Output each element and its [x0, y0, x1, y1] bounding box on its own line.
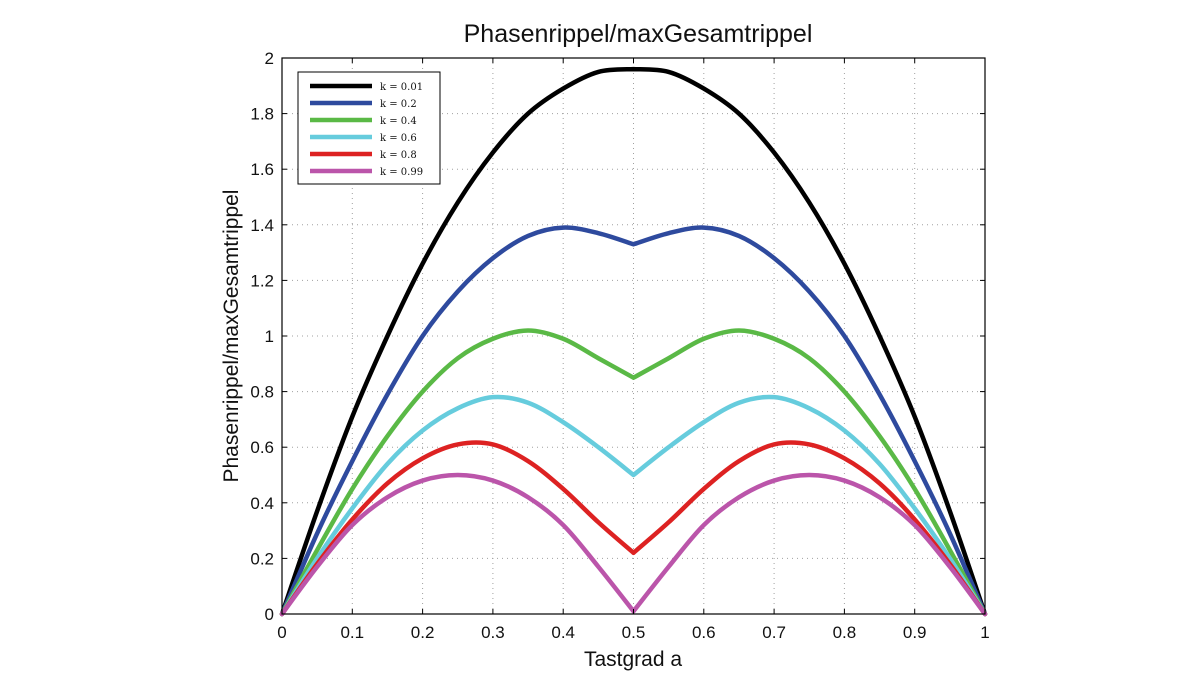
legend-label-2: k = 0.4	[380, 116, 417, 127]
series-group	[279, 66, 988, 617]
legend-box	[297, 71, 441, 185]
legend-label-4: k = 0.8	[380, 150, 417, 161]
x-tick-label: 0	[277, 623, 286, 642]
legend-label-3: k = 0.6	[380, 133, 417, 144]
y-tick-label: 2	[265, 49, 274, 68]
grid	[282, 58, 985, 614]
legend-label-1: k = 0.2	[380, 99, 417, 110]
x-axis-label: Tastgrad a	[584, 648, 682, 671]
y-tick-label: 1	[265, 327, 274, 346]
y-tick-label: 0	[265, 605, 274, 624]
y-tick-label: 0.2	[250, 549, 274, 568]
y-tick-label: 0.6	[250, 438, 274, 457]
x-tick-label: 0.2	[411, 623, 435, 642]
x-tick-label: 1	[980, 623, 989, 642]
x-tick-label: 0.7	[762, 623, 786, 642]
y-tick-label: 1.8	[250, 105, 274, 124]
x-tick-label: 0.8	[833, 623, 857, 642]
series-line-2	[279, 328, 988, 617]
x-tick-label: 0.3	[481, 623, 505, 642]
x-tick-label: 0.6	[692, 623, 716, 642]
x-axis: 0 0.1 0.2 0.3 0.4 0.5 0.6 0.7 0.8 0.9 1	[277, 58, 990, 642]
legend: k = 0.01 k = 0.2 k = 0.4 k = 0.6 k = 0.8 k = …	[297, 71, 441, 185]
chart-title: Phasenrippel/maxGesamtrippel	[464, 20, 813, 48]
y-axis-label: Phasenrippel/maxGesamtrippel	[220, 190, 243, 483]
x-tick-label: 0.5	[622, 623, 646, 642]
x-tick-label: 0.9	[903, 623, 927, 642]
y-tick-label: 0.4	[250, 494, 274, 513]
series-line-0	[279, 66, 988, 617]
y-tick-label: 1.6	[250, 160, 274, 179]
x-tick-label: 0.4	[551, 623, 575, 642]
y-axis: 0 0.2 0.4 0.6 0.8 1 1.2 1.4 1.6 1.8 2	[250, 49, 985, 624]
y-tick-label: 1.4	[250, 216, 274, 235]
series-line-1	[279, 225, 988, 617]
legend-label-5: k = 0.99	[380, 167, 423, 178]
y-tick-label: 0.8	[250, 383, 274, 402]
series-line-3	[279, 394, 988, 617]
series-line-4	[279, 440, 988, 617]
legend-label-0: k = 0.01	[380, 82, 423, 93]
y-tick-label: 1.2	[250, 271, 274, 290]
x-tick-label: 0.1	[340, 623, 364, 642]
series-line-5	[279, 472, 988, 617]
